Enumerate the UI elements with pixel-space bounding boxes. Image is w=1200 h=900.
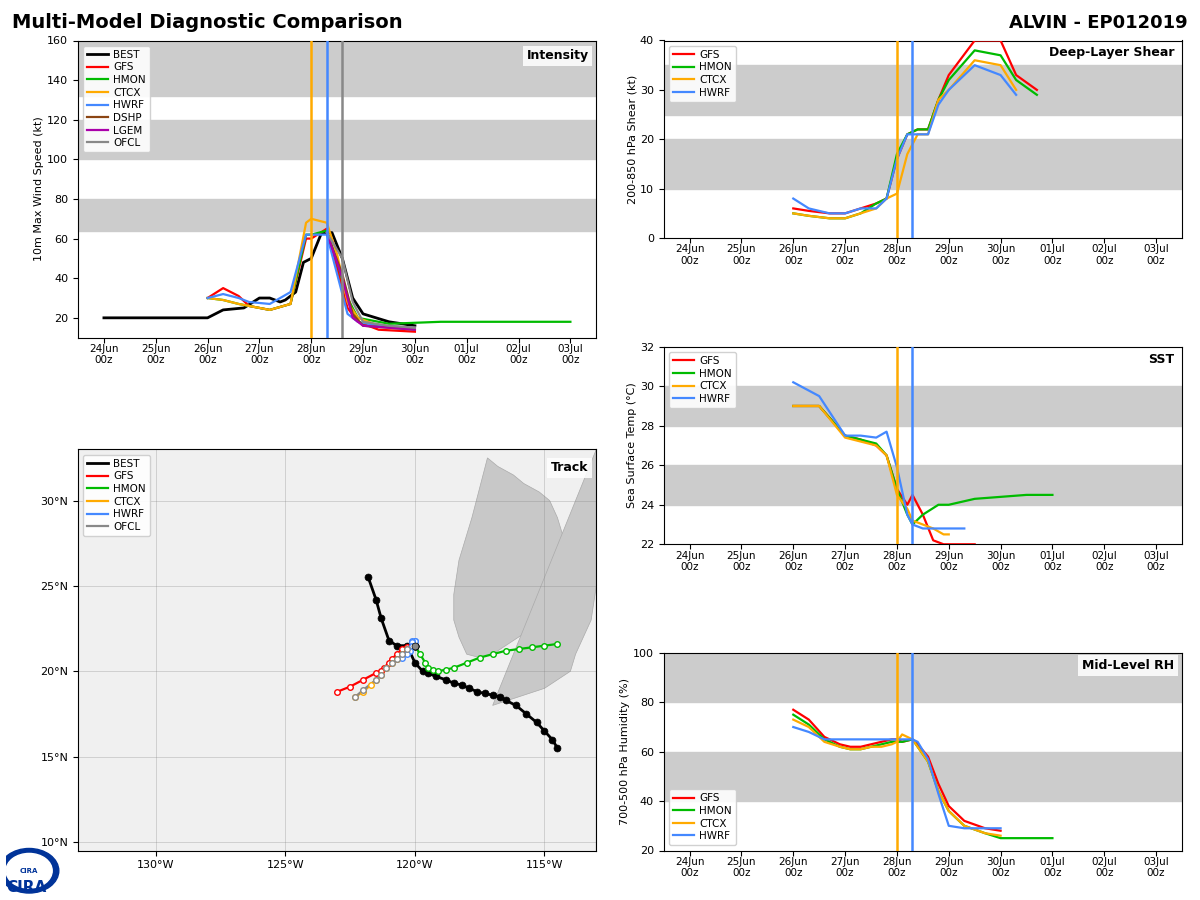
- Legend: GFS, HMON, CTCX, HWRF: GFS, HMON, CTCX, HWRF: [668, 352, 736, 408]
- Y-axis label: 10m Max Wind Speed (kt): 10m Max Wind Speed (kt): [35, 117, 44, 261]
- Text: SST: SST: [1148, 353, 1175, 365]
- Y-axis label: Sea Surface Temp (°C): Sea Surface Temp (°C): [626, 382, 637, 508]
- Bar: [664, 140, 1182, 189]
- Bar: [78, 199, 596, 230]
- Bar: [664, 465, 1182, 505]
- Bar: [664, 752, 1182, 801]
- Circle shape: [0, 849, 59, 893]
- Bar: [664, 652, 1182, 702]
- Legend: BEST, GFS, HMON, CTCX, HWRF, OFCL: BEST, GFS, HMON, CTCX, HWRF, OFCL: [83, 454, 150, 536]
- Text: CIRA: CIRA: [20, 868, 38, 874]
- Bar: [664, 65, 1182, 114]
- Text: Deep-Layer Shear: Deep-Layer Shear: [1049, 47, 1175, 59]
- Bar: [78, 40, 596, 96]
- Circle shape: [6, 853, 53, 888]
- Text: Intensity: Intensity: [527, 50, 588, 62]
- Bar: [78, 120, 596, 159]
- Polygon shape: [493, 449, 596, 850]
- Text: Mid-Level RH: Mid-Level RH: [1082, 659, 1175, 672]
- Text: ALVIN - EP012019: ALVIN - EP012019: [1009, 14, 1188, 32]
- Y-axis label: 700-500 hPa Humidity (%): 700-500 hPa Humidity (%): [620, 679, 630, 825]
- Legend: GFS, HMON, CTCX, HWRF: GFS, HMON, CTCX, HWRF: [668, 789, 736, 845]
- Legend: BEST, GFS, HMON, CTCX, HWRF, DSHP, LGEM, OFCL: BEST, GFS, HMON, CTCX, HWRF, DSHP, LGEM,…: [83, 46, 150, 152]
- Bar: [664, 386, 1182, 426]
- Text: CIRA: CIRA: [6, 880, 47, 896]
- Legend: GFS, HMON, CTCX, HWRF: GFS, HMON, CTCX, HWRF: [668, 46, 736, 102]
- Text: Multi-Model Diagnostic Comparison: Multi-Model Diagnostic Comparison: [12, 14, 403, 32]
- Y-axis label: 200-850 hPa Shear (kt): 200-850 hPa Shear (kt): [628, 75, 637, 204]
- Polygon shape: [454, 458, 565, 658]
- Text: Track: Track: [551, 462, 588, 474]
